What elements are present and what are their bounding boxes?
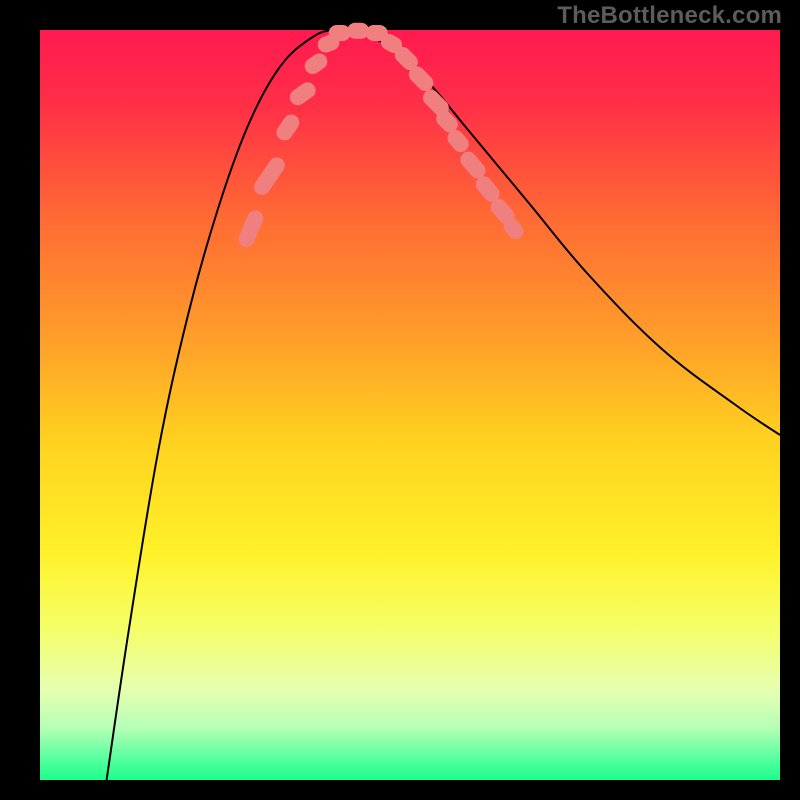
highlight-marker (302, 50, 331, 77)
watermark-text: TheBottleneck.com (557, 2, 782, 30)
bottleneck-chart: TheBottleneck.com (0, 0, 800, 800)
highlight-marker (329, 25, 351, 41)
chart-overlay (0, 0, 800, 800)
highlight-marker (273, 111, 302, 143)
bottleneck-curve (107, 30, 780, 780)
highlight-marker (251, 154, 288, 198)
frame-border-right (780, 0, 800, 800)
highlight-marker (236, 208, 266, 249)
frame-border-bottom (0, 780, 800, 800)
highlight-marker (347, 23, 369, 39)
highlight-markers (236, 23, 527, 250)
frame-border-left (0, 0, 40, 800)
highlight-marker (287, 79, 319, 108)
